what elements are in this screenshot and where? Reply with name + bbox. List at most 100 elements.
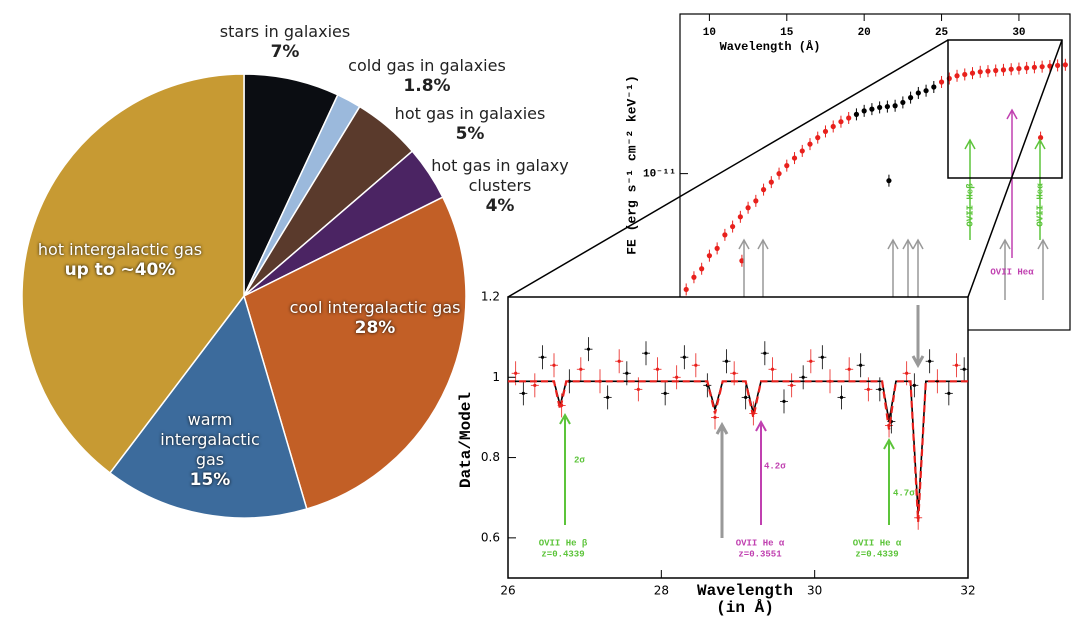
data-point xyxy=(691,274,697,280)
pie-value-label: 1.8% xyxy=(403,76,451,96)
x-tick-label: 30 xyxy=(1012,27,1025,39)
pie-value-label: 4% xyxy=(485,196,515,216)
model-line xyxy=(508,380,968,522)
data-point xyxy=(801,375,805,379)
pie-category: hot gas in galaxies xyxy=(394,104,546,123)
pie-label: cold gas in galaxies 1.8% xyxy=(337,56,517,96)
data-point xyxy=(617,359,621,363)
arrow-head xyxy=(755,419,767,432)
plot-frame xyxy=(507,296,969,579)
annotation: OVII Heβ xyxy=(965,183,975,227)
pie-category: cool intergalactic gas xyxy=(289,298,461,317)
pie-category: cold gas in galaxies xyxy=(348,56,506,75)
data-point xyxy=(1062,62,1068,68)
data-point xyxy=(521,391,525,395)
arrow-head xyxy=(1034,138,1046,150)
data-point xyxy=(1031,64,1038,70)
data-point xyxy=(776,171,782,177)
data-point xyxy=(912,383,916,387)
data-point xyxy=(763,351,767,355)
arrow-head xyxy=(883,437,895,450)
pie-category: stars in galaxies xyxy=(219,22,351,41)
data-point xyxy=(866,387,870,391)
data-point xyxy=(900,99,906,106)
arrow-head xyxy=(999,238,1011,250)
arrow-head xyxy=(1006,108,1018,120)
pie-value-label: 28% xyxy=(354,318,396,338)
annotation: 4.2σ xyxy=(764,461,786,471)
data-point xyxy=(782,399,786,403)
zoom-box xyxy=(947,39,1063,179)
y-axis-label: Data/Model xyxy=(457,392,475,488)
data-point xyxy=(713,415,717,420)
data-point xyxy=(655,367,660,371)
pie-label: stars in galaxies 7% xyxy=(210,22,360,62)
data-point xyxy=(770,367,775,371)
data-point xyxy=(644,351,648,355)
pie-value-label: 5% xyxy=(455,124,485,144)
pie-label: hot gas in galaxies 5% xyxy=(380,104,560,144)
data-point xyxy=(636,387,640,391)
annotation: OVII Heα xyxy=(1035,183,1045,227)
data-point xyxy=(928,359,932,363)
pie-category: hot gas in galaxy clusters xyxy=(431,156,569,195)
pie-slice xyxy=(108,294,308,519)
data-point xyxy=(820,355,824,359)
y-tick-label: 10⁻¹¹ xyxy=(643,169,676,181)
x-tick-label: 20 xyxy=(858,27,871,39)
arrow-head xyxy=(887,238,899,250)
data-point xyxy=(859,363,863,367)
annotation: 2σ xyxy=(574,455,585,465)
data-point xyxy=(1047,63,1053,69)
x-tick-label: 25 xyxy=(935,27,949,39)
annotation: OVII He α xyxy=(853,538,902,548)
plot-data xyxy=(683,58,1068,296)
data-point xyxy=(869,106,875,112)
data-point xyxy=(533,383,537,387)
data-point xyxy=(1037,135,1044,141)
data-point xyxy=(683,286,689,293)
y-tick-label: 1 xyxy=(492,370,500,384)
x-axis-label: (in Å) xyxy=(716,598,774,617)
annotation: OVII He α xyxy=(736,538,785,548)
data-point xyxy=(853,111,860,117)
data-point xyxy=(1016,65,1022,72)
arrow-head xyxy=(757,238,769,250)
arrow-head xyxy=(911,355,925,369)
y-tick-label: 1.2 xyxy=(481,290,500,304)
data-point xyxy=(682,355,686,359)
data-point xyxy=(947,391,951,395)
data-point xyxy=(753,198,759,204)
data-point xyxy=(878,387,882,391)
plot-data xyxy=(508,337,968,530)
x-tick-label: 10 xyxy=(703,27,716,39)
y-axis-label: FE (erg s⁻¹ cm⁻² keV⁻¹) xyxy=(624,75,639,255)
data-point xyxy=(579,367,583,371)
data-point xyxy=(907,95,914,101)
data-point xyxy=(706,253,713,259)
data-point xyxy=(807,141,813,147)
data-point xyxy=(954,73,960,79)
data-point xyxy=(993,67,999,74)
data-point xyxy=(938,79,945,85)
pie-slice xyxy=(243,196,467,510)
arrow-head xyxy=(559,412,571,425)
x-tick-label: 32 xyxy=(960,584,975,598)
x-axis-label: Wavelength (Å) xyxy=(720,39,821,54)
arrow-head xyxy=(1037,238,1049,250)
data-point xyxy=(977,69,983,75)
annotation: z=0.3551 xyxy=(738,549,782,559)
data-point xyxy=(745,205,751,211)
data-point xyxy=(886,178,892,184)
data-point xyxy=(962,367,966,371)
data-point xyxy=(760,187,767,193)
x-axis-label: Wavelength xyxy=(697,582,793,600)
annotation: OVII He β xyxy=(539,538,588,548)
data-point xyxy=(722,232,728,238)
data-point xyxy=(884,103,890,110)
arrow-head xyxy=(912,238,924,250)
data-point xyxy=(954,363,959,367)
y-tick-label: 0.8 xyxy=(481,450,500,464)
data-point xyxy=(732,371,736,375)
